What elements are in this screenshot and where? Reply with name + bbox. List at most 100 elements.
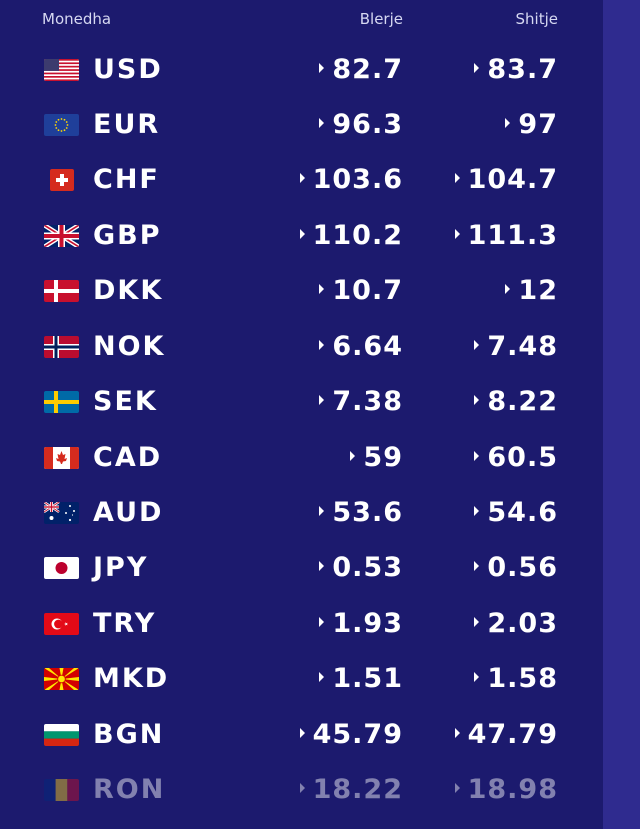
- caret-right-icon: [474, 62, 480, 73]
- buy-rate: 1.51: [319, 659, 403, 699]
- caret-right-icon: [319, 117, 325, 128]
- caret-right-icon: [474, 616, 480, 627]
- caret-right-icon: [474, 339, 480, 350]
- buy-rate: 18.22: [299, 770, 403, 810]
- table-header: Monedha Blerje Shitje: [0, 10, 603, 32]
- sell-rate: 1.58: [474, 659, 558, 699]
- rate-row-ron: RON 18.22 18.98: [0, 762, 603, 818]
- caret-right-icon: [319, 671, 325, 682]
- rate-row-jpy: JPY 0.53 0.56: [0, 540, 603, 596]
- buy-rate: 82.7: [319, 50, 403, 90]
- caret-right-icon: [454, 228, 460, 239]
- caret-right-icon: [454, 782, 460, 793]
- currency-code: NOK: [93, 331, 166, 362]
- ch-flag-icon: [50, 169, 74, 191]
- mk-flag-icon: [44, 668, 79, 690]
- rate-row-gbp: GBP 110.2 111.3: [0, 208, 603, 264]
- header-buy: Blerje: [359, 10, 403, 28]
- buy-rate: 96.3: [319, 105, 403, 145]
- currency-code: AUD: [93, 497, 164, 528]
- caret-right-icon: [454, 727, 460, 738]
- caret-right-icon: [505, 117, 511, 128]
- caret-right-icon: [350, 450, 356, 461]
- caret-right-icon: [505, 283, 511, 294]
- currency-code: CHF: [93, 164, 160, 195]
- sell-rate: 54.6: [474, 493, 558, 533]
- caret-right-icon: [299, 228, 305, 239]
- caret-right-icon: [319, 505, 325, 516]
- exchange-rate-panel: Monedha Blerje Shitje USD 82.7 83.7: [0, 10, 603, 818]
- caret-right-icon: [319, 283, 325, 294]
- sell-rate: 97: [505, 105, 558, 145]
- buy-rate: 10.7: [319, 271, 403, 311]
- currency-code: RON: [93, 774, 166, 805]
- rate-row-nok: NOK 6.64 7.48: [0, 319, 603, 375]
- currency-code: CAD: [93, 442, 163, 473]
- caret-right-icon: [319, 394, 325, 405]
- buy-rate: 45.79: [299, 715, 403, 755]
- buy-rate: 6.64: [319, 327, 403, 367]
- ro-flag-icon: [44, 779, 79, 801]
- sell-rate: 7.48: [474, 327, 558, 367]
- caret-right-icon: [319, 62, 325, 73]
- rate-row-cad: CAD 59 60.5: [0, 430, 603, 486]
- caret-right-icon: [474, 505, 480, 516]
- sell-rate: 8.22: [474, 382, 558, 422]
- currency-code: TRY: [93, 608, 157, 639]
- header-currency: Monedha: [42, 10, 112, 28]
- rate-row-sek: SEK 7.38 8.22: [0, 374, 603, 430]
- buy-rate: 0.53: [319, 548, 403, 588]
- currency-code: GBP: [93, 220, 162, 251]
- currency-code: EUR: [93, 109, 161, 140]
- currency-code: SEK: [93, 386, 158, 417]
- sell-rate: 12: [505, 271, 558, 311]
- sell-rate: 18.98: [454, 770, 558, 810]
- tr-flag-icon: [44, 613, 79, 635]
- caret-right-icon: [319, 339, 325, 350]
- buy-rate: 7.38: [319, 382, 403, 422]
- caret-right-icon: [319, 616, 325, 627]
- buy-rate: 59: [350, 438, 403, 478]
- bg-flag-icon: [44, 724, 79, 746]
- caret-right-icon: [474, 560, 480, 571]
- au-flag-icon: [44, 502, 79, 524]
- currency-code: DKK: [93, 275, 164, 306]
- currency-code: USD: [93, 54, 163, 85]
- sell-rate: 60.5: [474, 438, 558, 478]
- caret-right-icon: [299, 727, 305, 738]
- rate-row-mkd: MKD 1.51 1.58: [0, 651, 603, 707]
- caret-right-icon: [454, 172, 460, 183]
- sell-rate: 104.7: [454, 160, 558, 200]
- dk-flag-icon: [44, 280, 79, 302]
- rate-row-dkk: DKK 10.7 12: [0, 263, 603, 319]
- rate-row-chf: CHF 103.6 104.7: [0, 152, 603, 208]
- us-flag-icon: [44, 59, 79, 81]
- buy-rate: 103.6: [299, 160, 403, 200]
- sell-rate: 83.7: [474, 50, 558, 90]
- buy-rate: 110.2: [299, 216, 403, 256]
- sell-rate: 2.03: [474, 604, 558, 644]
- caret-right-icon: [299, 172, 305, 183]
- sell-rate: 47.79: [454, 715, 558, 755]
- caret-right-icon: [474, 450, 480, 461]
- currency-code: JPY: [93, 552, 149, 583]
- buy-rate: 53.6: [319, 493, 403, 533]
- currency-code: BGN: [93, 719, 165, 750]
- rate-row-usd: USD 82.7 83.7: [0, 42, 603, 98]
- rate-row-try: TRY 1.93 2.03: [0, 596, 603, 652]
- gb-flag-icon: [44, 225, 79, 247]
- se-flag-icon: [44, 391, 79, 413]
- currency-code: MKD: [93, 663, 170, 694]
- rate-row-eur: EUR 96.3 97: [0, 97, 603, 153]
- right-edge-strip: [603, 0, 640, 829]
- ca-flag-icon: [44, 447, 79, 469]
- buy-rate: 1.93: [319, 604, 403, 644]
- caret-right-icon: [474, 394, 480, 405]
- sell-rate: 111.3: [454, 216, 558, 256]
- caret-right-icon: [319, 560, 325, 571]
- eu-flag-icon: [44, 114, 79, 136]
- jp-flag-icon: [44, 557, 79, 579]
- sell-rate: 0.56: [474, 548, 558, 588]
- rate-row-aud: AUD 53.6 54.6: [0, 485, 603, 541]
- caret-right-icon: [474, 671, 480, 682]
